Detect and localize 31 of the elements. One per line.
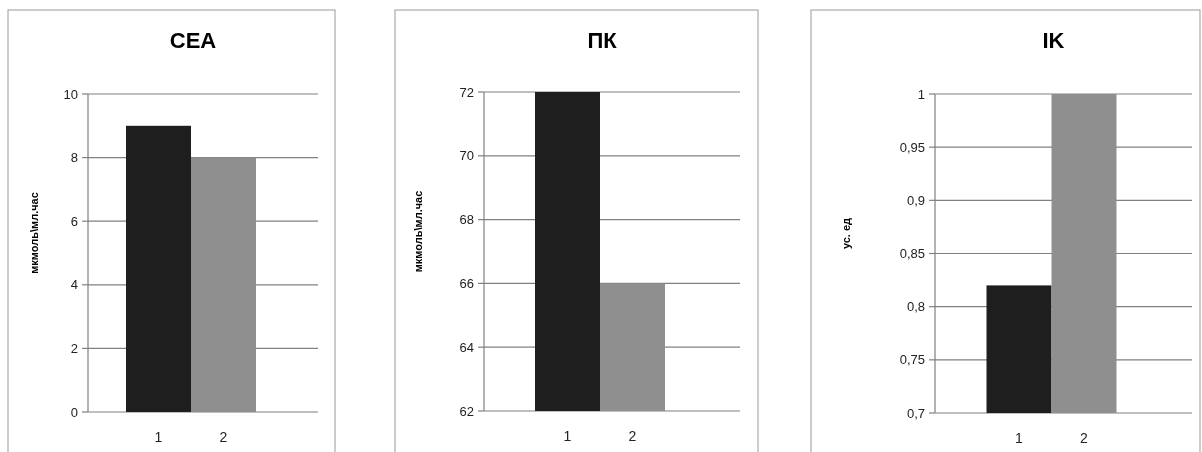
- y-axis-title: мкмоль\мл.час: [411, 190, 424, 273]
- y-tick-label: 10: [63, 86, 78, 102]
- chart-title: ПК: [587, 28, 618, 53]
- y-tick-label: 6: [70, 213, 78, 229]
- y-tick-label: 70: [459, 148, 474, 164]
- y-axis-title: ус. ед: [839, 217, 852, 250]
- y-tick-label: 4: [70, 277, 78, 293]
- y-tick-label: 64: [459, 339, 474, 355]
- chart-title: IK: [1042, 28, 1065, 53]
- x-tick-label: 2: [219, 428, 228, 445]
- y-tick-label: 2: [70, 340, 78, 356]
- x-tick-label: 2: [1080, 429, 1089, 446]
- y-tick-label: 68: [459, 212, 474, 228]
- x-tick-label: 2: [628, 427, 637, 444]
- x-tick-label: 1: [563, 427, 572, 444]
- x-tick-label: 1: [1015, 429, 1024, 446]
- y-tick-label: 8: [70, 150, 78, 166]
- y-axis-title: мкмоль\мл.час: [27, 192, 40, 274]
- y-tick-label: 66: [459, 275, 474, 291]
- y-tick-label: 0,85: [899, 246, 925, 262]
- y-tick-label: 0,9: [906, 192, 925, 208]
- x-tick-label: 1: [154, 428, 163, 445]
- y-tick-label: 0: [70, 404, 78, 420]
- y-tick-label: 62: [459, 403, 474, 419]
- y-tick-label: 0,75: [899, 352, 925, 368]
- y-tick-label: 72: [459, 84, 474, 100]
- y-tick-label: 0,95: [899, 139, 925, 155]
- chart-title: CEA: [169, 28, 217, 53]
- y-tick-label: 0,8: [906, 299, 925, 315]
- y-tick-label: 1: [917, 86, 925, 102]
- y-tick-label: 0,7: [906, 405, 925, 421]
